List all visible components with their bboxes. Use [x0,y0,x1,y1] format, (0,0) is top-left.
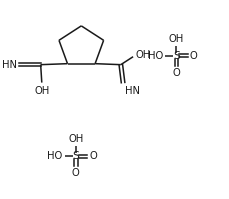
Text: OH: OH [168,34,183,44]
Text: S: S [172,51,179,61]
Text: O: O [189,51,197,61]
Text: S: S [72,151,79,161]
Text: HN: HN [2,60,17,70]
Text: OH: OH [34,86,49,96]
Text: OH: OH [135,50,150,60]
Text: HN: HN [124,86,139,96]
Text: O: O [71,168,79,178]
Text: HO: HO [47,151,62,161]
Text: O: O [172,68,180,78]
Text: OH: OH [68,134,83,144]
Text: O: O [89,151,96,161]
Text: HO: HO [147,51,162,61]
